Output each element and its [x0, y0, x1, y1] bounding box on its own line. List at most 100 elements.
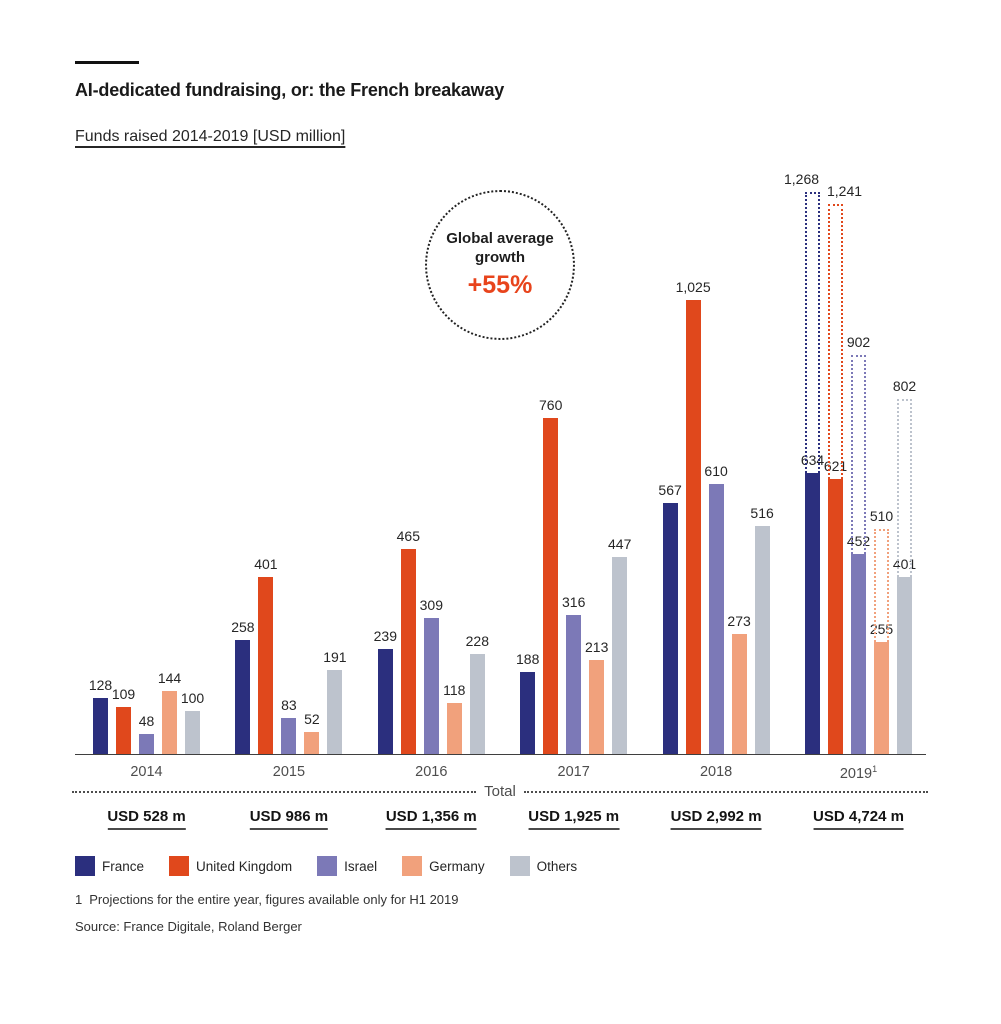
bar-france-2018 — [662, 503, 678, 755]
total-label: Total — [484, 783, 516, 800]
bar-israel-2017 — [566, 615, 582, 755]
growth-annotation-text: Global average growth — [446, 230, 554, 266]
legend-item-germany: Germany — [402, 856, 485, 876]
growth-annotation-value: +55% — [467, 270, 533, 299]
bar-value-label: 316 — [562, 594, 586, 610]
footnote-marker: 1 — [75, 892, 83, 907]
bar-value-label: 567 — [658, 482, 682, 498]
bar-germany-2016 — [446, 703, 462, 755]
year-label-2019: 20191 — [839, 764, 878, 782]
bar-value-label: 309 — [419, 597, 443, 613]
projection-value-label: 802 — [892, 378, 917, 394]
legend-item-israel: Israel — [317, 856, 377, 876]
bar-value-label: 52 — [304, 711, 320, 727]
bar-value-label: 191 — [323, 649, 347, 665]
bar-germany-2014 — [162, 691, 177, 755]
projection-bar-others — [897, 399, 912, 577]
bar-value-label: 144 — [157, 670, 182, 686]
bar-france-2017 — [520, 672, 536, 755]
bar-others-2015 — [327, 670, 343, 755]
bar-israel-2016 — [423, 618, 439, 755]
total-value-2014: USD 528 m — [107, 808, 186, 830]
bar-value-label: 188 — [516, 651, 540, 667]
year-label-2017: 2017 — [557, 764, 590, 780]
bar-value-label: 258 — [231, 619, 255, 635]
legend-swatch — [509, 856, 530, 876]
bar-value-label: 100 — [180, 690, 205, 706]
projection-value-label: 1,241 — [826, 183, 863, 199]
source-line: Source: France Digitale, Roland Berger — [75, 919, 302, 934]
bar-united-kingdom-2019 — [828, 479, 843, 755]
projection-bar-france — [805, 192, 820, 473]
page-title: AI-dedicated fundraising, or: the French… — [75, 80, 505, 100]
legend-swatch — [317, 856, 338, 876]
bar-france-2019 — [805, 473, 820, 755]
total-dotted-line-right — [523, 790, 928, 793]
total-dotted-line-left — [72, 790, 477, 793]
legend-swatch — [169, 856, 190, 876]
legend-item-france: France — [75, 856, 144, 876]
bar-israel-2015 — [281, 718, 297, 755]
bar-others-2017 — [612, 557, 628, 755]
projection-value-label: 510 — [869, 508, 894, 524]
total-divider: Total — [72, 783, 928, 800]
bar-value-label: 1,025 — [675, 279, 711, 295]
bar-france-2016 — [377, 649, 393, 755]
bar-value-label: 213 — [585, 639, 609, 655]
total-value-2015: USD 986 m — [249, 808, 329, 830]
bar-others-2016 — [469, 654, 485, 755]
bar-france-2014 — [93, 698, 108, 755]
legend: France United Kingdom Israel Germany Others — [75, 856, 577, 876]
bar-france-2015 — [235, 640, 251, 755]
bar-israel-2018 — [708, 484, 724, 755]
bar-value-label: 228 — [465, 633, 489, 649]
bar-value-label: 48 — [138, 713, 155, 729]
bar-germany-2017 — [589, 660, 605, 755]
bar-united-kingdom-2015 — [258, 577, 274, 755]
bar-israel-2014 — [139, 734, 154, 755]
bar-value-label: 610 — [704, 463, 728, 479]
projection-value-label: 902 — [846, 334, 871, 350]
projection-bar-israel — [851, 355, 866, 554]
footnote-text: Projections for the entire year, figures… — [89, 892, 459, 907]
legend-label: United Kingdom — [196, 858, 293, 874]
legend-label: Others — [536, 858, 578, 874]
legend-label: France — [102, 858, 145, 874]
bar-others-2019 — [897, 577, 912, 755]
bar-value-label: 109 — [111, 686, 136, 702]
legend-swatch — [75, 856, 95, 876]
bar-value-label: 83 — [281, 697, 297, 713]
bar-value-label: 273 — [727, 613, 751, 629]
bar-value-label: 128 — [88, 677, 113, 693]
bar-value-label: 239 — [373, 628, 397, 644]
bar-others-2018 — [754, 526, 770, 755]
projection-bar-germany — [874, 529, 889, 642]
title-rule — [75, 61, 139, 64]
bar-value-label: 118 — [443, 682, 466, 698]
legend-label: Germany — [429, 858, 485, 874]
bar-united-kingdom-2017 — [543, 418, 559, 755]
year-label-2016: 2016 — [415, 764, 448, 780]
total-value-2019: USD 4,724 m — [813, 808, 904, 830]
total-value-2016: USD 1,356 m — [385, 808, 477, 830]
bar-germany-2019 — [874, 642, 889, 755]
x-axis — [75, 754, 926, 755]
footnote: 1 Projections for the entire year, figure… — [75, 892, 459, 907]
legend-swatch — [402, 856, 423, 876]
bar-value-label: 465 — [396, 528, 420, 544]
legend-item-united-kingdom: United Kingdom — [169, 856, 292, 876]
bar-united-kingdom-2018 — [685, 300, 701, 755]
bar-germany-2015 — [304, 732, 320, 755]
bar-united-kingdom-2016 — [400, 549, 416, 755]
year-label-2018: 2018 — [699, 764, 733, 780]
bar-united-kingdom-2014 — [116, 707, 131, 755]
projection-value-label: 1,268 — [783, 171, 820, 187]
year-label-2014: 2014 — [130, 764, 163, 780]
total-value-2017: USD 1,925 m — [528, 808, 620, 830]
bar-value-label: 447 — [608, 536, 632, 552]
year-label-2015: 2015 — [272, 764, 306, 780]
bar-others-2014 — [185, 711, 200, 755]
total-value-2018: USD 2,992 m — [670, 808, 762, 830]
chart-subtitle: Funds raised 2014-2019 [USD million] — [75, 128, 346, 145]
